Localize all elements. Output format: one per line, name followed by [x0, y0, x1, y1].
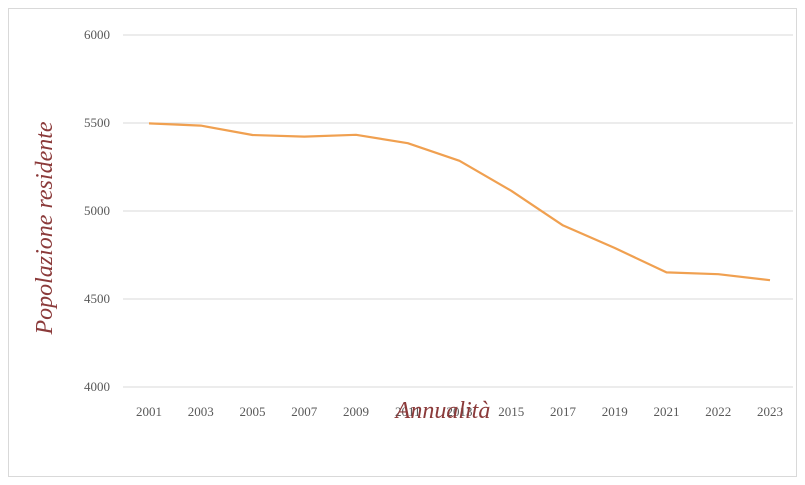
chart-frame — [8, 8, 797, 477]
x-tick-label: 2021 — [654, 404, 680, 419]
x-tick-label: 2022 — [705, 404, 731, 419]
y-axis-label: Popolazione residente — [32, 121, 58, 335]
x-tick-label: 2023 — [757, 404, 783, 419]
series-layer — [148, 122, 771, 282]
x-tick-label: 2001 — [136, 404, 162, 419]
x-tick-label: 2013 — [447, 404, 473, 419]
x-tick-labels: 2001 2003 2005 2007 2009 2011 2013 2015 2017 2019… — [136, 404, 783, 419]
x-tick-label: 2009 — [343, 404, 369, 419]
y-tick-label: 5000 — [84, 203, 110, 218]
x-tick-label: 2015 — [498, 404, 524, 419]
x-tick-label: 2005 — [240, 404, 266, 419]
y-tick-labels: 4000 4500 5000 5500 6000 — [84, 27, 110, 394]
series-line — [148, 122, 771, 282]
x-tick-label: 2017 — [550, 404, 577, 419]
x-tick-label: 2003 — [188, 404, 214, 419]
y-tick-label: 5500 — [84, 115, 110, 130]
x-axis-label: Annualità — [394, 398, 491, 424]
y-tick-label: 6000 — [84, 27, 110, 42]
x-tick-label: 2007 — [291, 404, 318, 419]
x-tick-label: 2019 — [602, 404, 628, 419]
y-tick-label: 4000 — [84, 379, 110, 394]
x-tick-label: 2011 — [395, 404, 421, 419]
y-tick-label: 4500 — [84, 291, 110, 306]
gridlines — [123, 34, 793, 388]
